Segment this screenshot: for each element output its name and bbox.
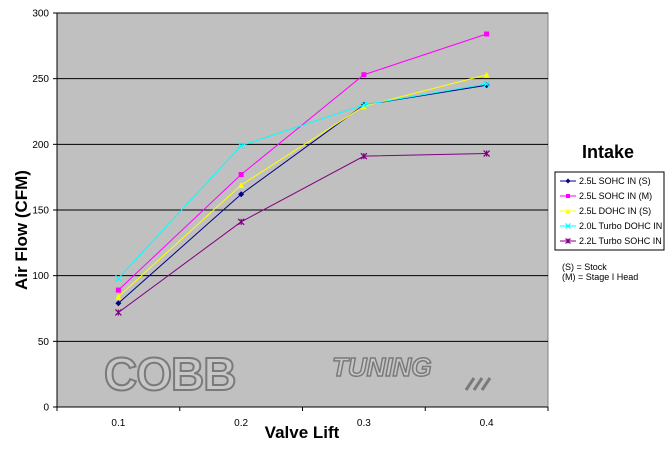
- data-point: [565, 238, 571, 244]
- series-line: [118, 33, 487, 291]
- series-line: [118, 153, 487, 313]
- legend-title: Intake: [582, 142, 634, 162]
- data-point: [360, 103, 367, 110]
- data-point: [360, 152, 368, 160]
- legend-item: 2.5L SOHC IN (S): [560, 176, 651, 186]
- data-point: [483, 150, 491, 157]
- cobb-tuning-watermark: COBB TUNING: [103, 347, 492, 401]
- data-point: [114, 309, 122, 316]
- data-point: [237, 218, 245, 226]
- y-tick-label: 0: [43, 403, 49, 414]
- data-point: [566, 194, 570, 198]
- gridlines: [57, 12, 548, 342]
- series-line: [118, 83, 487, 279]
- y-tick-label: 300: [32, 9, 49, 20]
- data-point: [483, 80, 491, 88]
- data-point: [115, 287, 121, 293]
- series-5: [114, 150, 491, 316]
- data-point: [237, 142, 245, 150]
- x-tick-label: 0.3: [357, 418, 371, 429]
- series-2: [115, 31, 490, 293]
- data-point: [238, 172, 244, 178]
- data-point: [115, 293, 122, 300]
- legend-item: 2.5L SOHC IN (M): [560, 191, 652, 201]
- legend-label: 2.5L SOHC IN (M): [579, 191, 652, 201]
- data-point: [484, 31, 490, 37]
- legend-label: 2.5L DOHC IN (S): [579, 206, 651, 216]
- series-4: [114, 80, 491, 282]
- y-tick-label: 100: [32, 271, 49, 282]
- data-point: [360, 101, 368, 109]
- y-axis-title: Air Flow (CFM): [12, 170, 31, 290]
- data-point: [238, 182, 245, 189]
- series-line: [118, 74, 487, 298]
- x-ticks: 0.1 0.2 0.3 0.4: [56, 407, 549, 429]
- watermark-sub: TUNING: [332, 352, 432, 382]
- series-line: [118, 84, 487, 304]
- data-point: [565, 178, 571, 184]
- data-point: [361, 72, 367, 78]
- series-3: [115, 71, 490, 300]
- y-tick-label: 50: [38, 337, 50, 348]
- y-tick-label: 250: [32, 74, 49, 85]
- data-point: [115, 300, 122, 307]
- legend-label: 2.5L SOHC IN (S): [579, 176, 651, 186]
- legend-items: 2.5L SOHC IN (S) 2.5L SOHC IN (M) 2.5L DOH…: [560, 176, 662, 246]
- x-tick-label: 0.2: [234, 418, 248, 429]
- data-point: [238, 191, 245, 198]
- x-tick-label: 0.1: [111, 418, 125, 429]
- legend-label: 2.0L Turbo DOHC IN: [579, 221, 662, 231]
- series-layer: [114, 31, 491, 316]
- data-point: [565, 223, 571, 229]
- data-point: [114, 274, 122, 282]
- legend-label: 2.2L Turbo SOHC IN: [579, 236, 662, 246]
- watermark-main: COBB: [104, 348, 235, 400]
- y-ticks: 0 50 100 150 200 250 300: [32, 9, 57, 414]
- x-tick-label: 0.4: [480, 418, 494, 429]
- legend-item: 2.2L Turbo SOHC IN: [560, 236, 662, 246]
- watermark-stripes-icon: [464, 377, 492, 391]
- x-axis-title: Valve Lift: [265, 423, 340, 442]
- legend-item: 2.0L Turbo DOHC IN: [560, 221, 662, 231]
- y-tick-label: 200: [32, 140, 49, 151]
- data-point: [565, 208, 571, 214]
- legend-item: 2.5L DOHC IN (S): [560, 206, 651, 216]
- y-tick-label: 150: [32, 206, 49, 217]
- note-stage-head: (M) = Stage I Head: [562, 272, 638, 282]
- note-stock: (S) = Stock: [562, 262, 607, 272]
- data-point: [483, 71, 490, 78]
